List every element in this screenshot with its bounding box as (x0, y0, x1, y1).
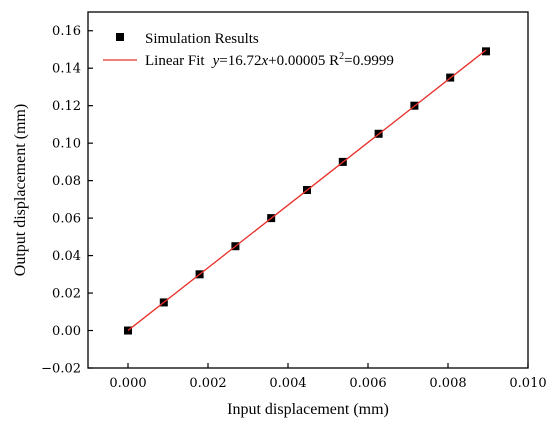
y-tick-label: 0.08 (52, 174, 81, 189)
legend-fit-label: Linear Fit y=16.72x+0.00005 R2=0.9999 (145, 51, 394, 69)
axis-ticks: 0.000 0.002 0.004 0.006 0.008 0.010 −0.02 0.00 0… (41, 24, 546, 391)
legend: Simulation Results Linear Fit y=16.72x+0.… (103, 31, 394, 69)
y-tick-label: 0.02 (52, 287, 81, 302)
x-tick-label: 0.006 (349, 376, 386, 391)
fit-line (127, 49, 487, 331)
y-tick-label: 0.10 (52, 137, 81, 152)
y-tick-label: 0.14 (52, 62, 81, 77)
y-tick-label: −0.02 (41, 362, 81, 377)
x-tick-label: 0.008 (429, 376, 466, 391)
legend-eq-r2: =0.9999 (344, 53, 394, 69)
x-tick-label: 0.004 (269, 376, 306, 391)
legend-scatter-marker (116, 33, 124, 41)
x-tick-label: 0.002 (189, 376, 226, 391)
x-tick-label: 0.010 (509, 376, 546, 391)
legend-eq-slope: =16.72 (219, 53, 261, 69)
legend-eq-sup: 2 (339, 51, 344, 62)
y-tick-label: 0.04 (52, 249, 81, 264)
data-point (124, 326, 132, 335)
plot-frame (87, 11, 529, 369)
fit-line-layer (127, 49, 487, 331)
y-axis-title: Output displacement (mm) (12, 104, 29, 276)
x-axis-title: Input displacement (mm) (227, 401, 389, 418)
legend-eq-x: x (260, 53, 268, 69)
y-tick-label: 0.00 (52, 324, 81, 339)
data-point (482, 47, 490, 56)
legend-eq-y: y (211, 53, 220, 69)
y-tick-label: 0.16 (52, 24, 81, 39)
legend-fit-name: Linear Fit (145, 53, 205, 69)
legend-eq-intercept: +0.00005 R (268, 53, 339, 69)
legend-scatter-label: Simulation Results (145, 31, 259, 47)
x-tick-label: 0.000 (109, 376, 146, 391)
y-tick-label: 0.06 (52, 212, 81, 227)
y-tick-label: 0.12 (52, 99, 81, 114)
